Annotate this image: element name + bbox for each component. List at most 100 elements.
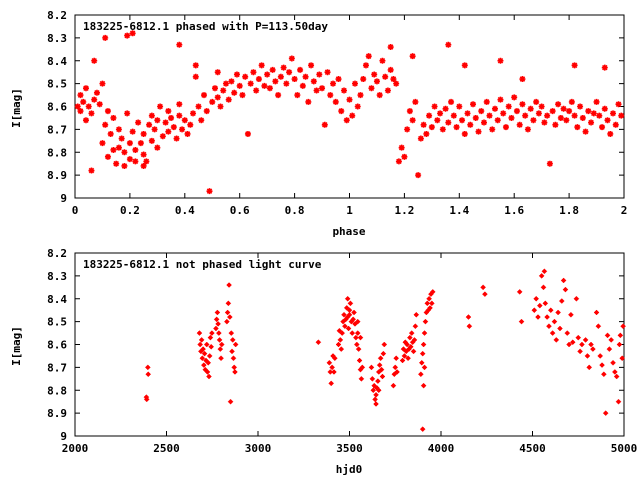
data-point xyxy=(85,103,92,110)
data-point xyxy=(148,112,155,119)
data-point xyxy=(401,153,408,160)
phased-y-tick-label: 9 xyxy=(60,192,67,205)
data-point xyxy=(343,117,350,124)
data-point xyxy=(418,371,424,378)
data-point xyxy=(275,92,282,99)
data-point xyxy=(195,103,202,110)
phased-y-tick-label: 8.7 xyxy=(47,123,67,136)
phased-data-points xyxy=(74,30,625,195)
data-point xyxy=(426,295,432,302)
data-point xyxy=(102,34,109,41)
data-point xyxy=(176,112,183,119)
data-point xyxy=(365,53,372,60)
data-point xyxy=(413,311,420,318)
data-point xyxy=(338,346,345,352)
data-point xyxy=(599,124,606,131)
data-point xyxy=(229,337,236,343)
data-point xyxy=(409,117,416,124)
data-point xyxy=(579,341,585,348)
data-point xyxy=(286,69,293,76)
data-point xyxy=(140,130,147,137)
phased-x-tick-label: 0.8 xyxy=(285,204,305,217)
phased-light-curve-panel: 183225-6812.1 phased with P=113.50day ph… xyxy=(10,9,627,238)
data-point xyxy=(577,348,583,355)
unphased-y-ticks: 8.2 8.3 8.4 8.5 8.6 8.7 8.8 8.9 9 xyxy=(47,247,624,443)
data-point xyxy=(497,57,504,64)
data-point xyxy=(179,126,186,133)
phased-y-tick-label: 8.3 xyxy=(47,32,67,45)
data-point xyxy=(593,98,600,105)
data-point xyxy=(461,62,468,69)
data-point xyxy=(204,369,211,375)
data-point xyxy=(143,396,150,403)
data-point xyxy=(442,105,449,112)
phased-x-ticks: 0 0.2 0.4 0.6 0.8 1 1.2 1.4 1.6 1.8 2 xyxy=(72,15,627,217)
data-point xyxy=(497,96,504,103)
data-point xyxy=(419,350,426,357)
data-point xyxy=(558,298,565,304)
unphased-x-tick-label: 5000 xyxy=(611,442,638,455)
data-point xyxy=(542,300,549,307)
data-point xyxy=(560,105,567,112)
data-point xyxy=(387,44,394,51)
data-point xyxy=(135,119,142,126)
data-point xyxy=(370,387,377,394)
unphased-y-tick-label: 8.8 xyxy=(47,384,67,397)
data-point xyxy=(99,80,106,87)
data-point xyxy=(409,53,416,60)
data-point xyxy=(118,135,125,142)
data-point xyxy=(342,323,348,330)
data-point xyxy=(294,92,301,99)
data-point xyxy=(146,121,153,128)
data-point xyxy=(610,359,616,366)
data-point xyxy=(354,103,361,110)
data-point xyxy=(387,66,394,73)
unphased-y-tick-label: 8.2 xyxy=(47,247,67,260)
data-point xyxy=(491,105,498,112)
data-point xyxy=(341,311,347,318)
data-point xyxy=(568,311,574,318)
data-point xyxy=(417,135,424,142)
data-point xyxy=(226,314,233,320)
data-point xyxy=(198,337,205,343)
data-point xyxy=(215,330,222,336)
data-point xyxy=(313,87,320,94)
data-point xyxy=(407,343,414,350)
data-point xyxy=(604,117,611,124)
data-point xyxy=(553,337,560,343)
data-point xyxy=(316,71,323,78)
data-point xyxy=(519,76,526,83)
data-point xyxy=(427,305,433,311)
data-point xyxy=(596,112,603,119)
data-point xyxy=(330,80,337,87)
data-point xyxy=(459,117,466,124)
data-point xyxy=(465,314,472,320)
data-point xyxy=(489,126,496,133)
data-point xyxy=(500,110,507,117)
data-point xyxy=(575,334,582,341)
data-point xyxy=(375,387,382,394)
data-point xyxy=(356,357,363,364)
data-point xyxy=(428,124,435,131)
data-point xyxy=(288,55,295,62)
unphased-y-tick-label: 8.6 xyxy=(47,339,67,352)
data-point xyxy=(418,359,425,366)
data-point xyxy=(618,112,625,119)
data-point xyxy=(129,128,136,135)
data-point xyxy=(611,369,618,375)
data-point xyxy=(535,110,542,117)
data-point xyxy=(552,121,559,128)
data-point xyxy=(140,162,147,169)
data-point xyxy=(310,78,317,85)
data-point xyxy=(393,355,400,362)
data-point xyxy=(574,124,581,131)
data-point xyxy=(378,366,385,373)
data-point xyxy=(508,114,515,121)
data-point xyxy=(615,398,622,405)
data-point xyxy=(349,112,356,119)
data-point xyxy=(568,98,575,105)
data-point xyxy=(437,110,444,117)
data-point xyxy=(338,108,345,115)
data-point xyxy=(184,130,191,137)
